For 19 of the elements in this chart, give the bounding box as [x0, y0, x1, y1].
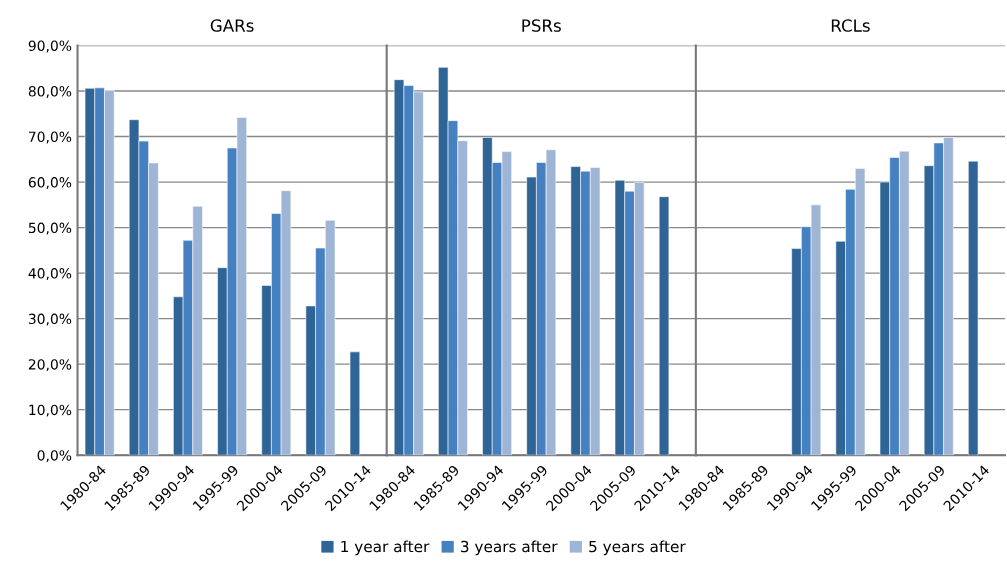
y-tick-label: 90,0% [28, 40, 72, 53]
chart-title: RCLs [831, 19, 870, 32]
y-tick-label: 0,0% [37, 450, 72, 463]
y-tick-label: 70,0% [29, 131, 72, 144]
bar [349, 351, 361, 456]
y-tick-label: 40,0% [28, 268, 72, 281]
legend-label: 5 years after [589, 540, 686, 556]
y-tick-label: 20,0% [28, 359, 72, 372]
y-tick-label: 80,0% [28, 86, 72, 98]
bar [658, 196, 670, 456]
y-tick-label: 30,0% [28, 313, 72, 326]
bar [968, 160, 979, 456]
legend-label: 3 years after [461, 540, 558, 556]
y-tick-label: 10,0% [29, 404, 72, 417]
y-tick-label: 60,0% [28, 177, 72, 189]
chart-title: PSRs [522, 19, 561, 32]
y-tick-label: 50,0% [28, 222, 72, 235]
legend-label: 1 year after [341, 540, 430, 556]
chart-title: GARs [210, 19, 254, 32]
